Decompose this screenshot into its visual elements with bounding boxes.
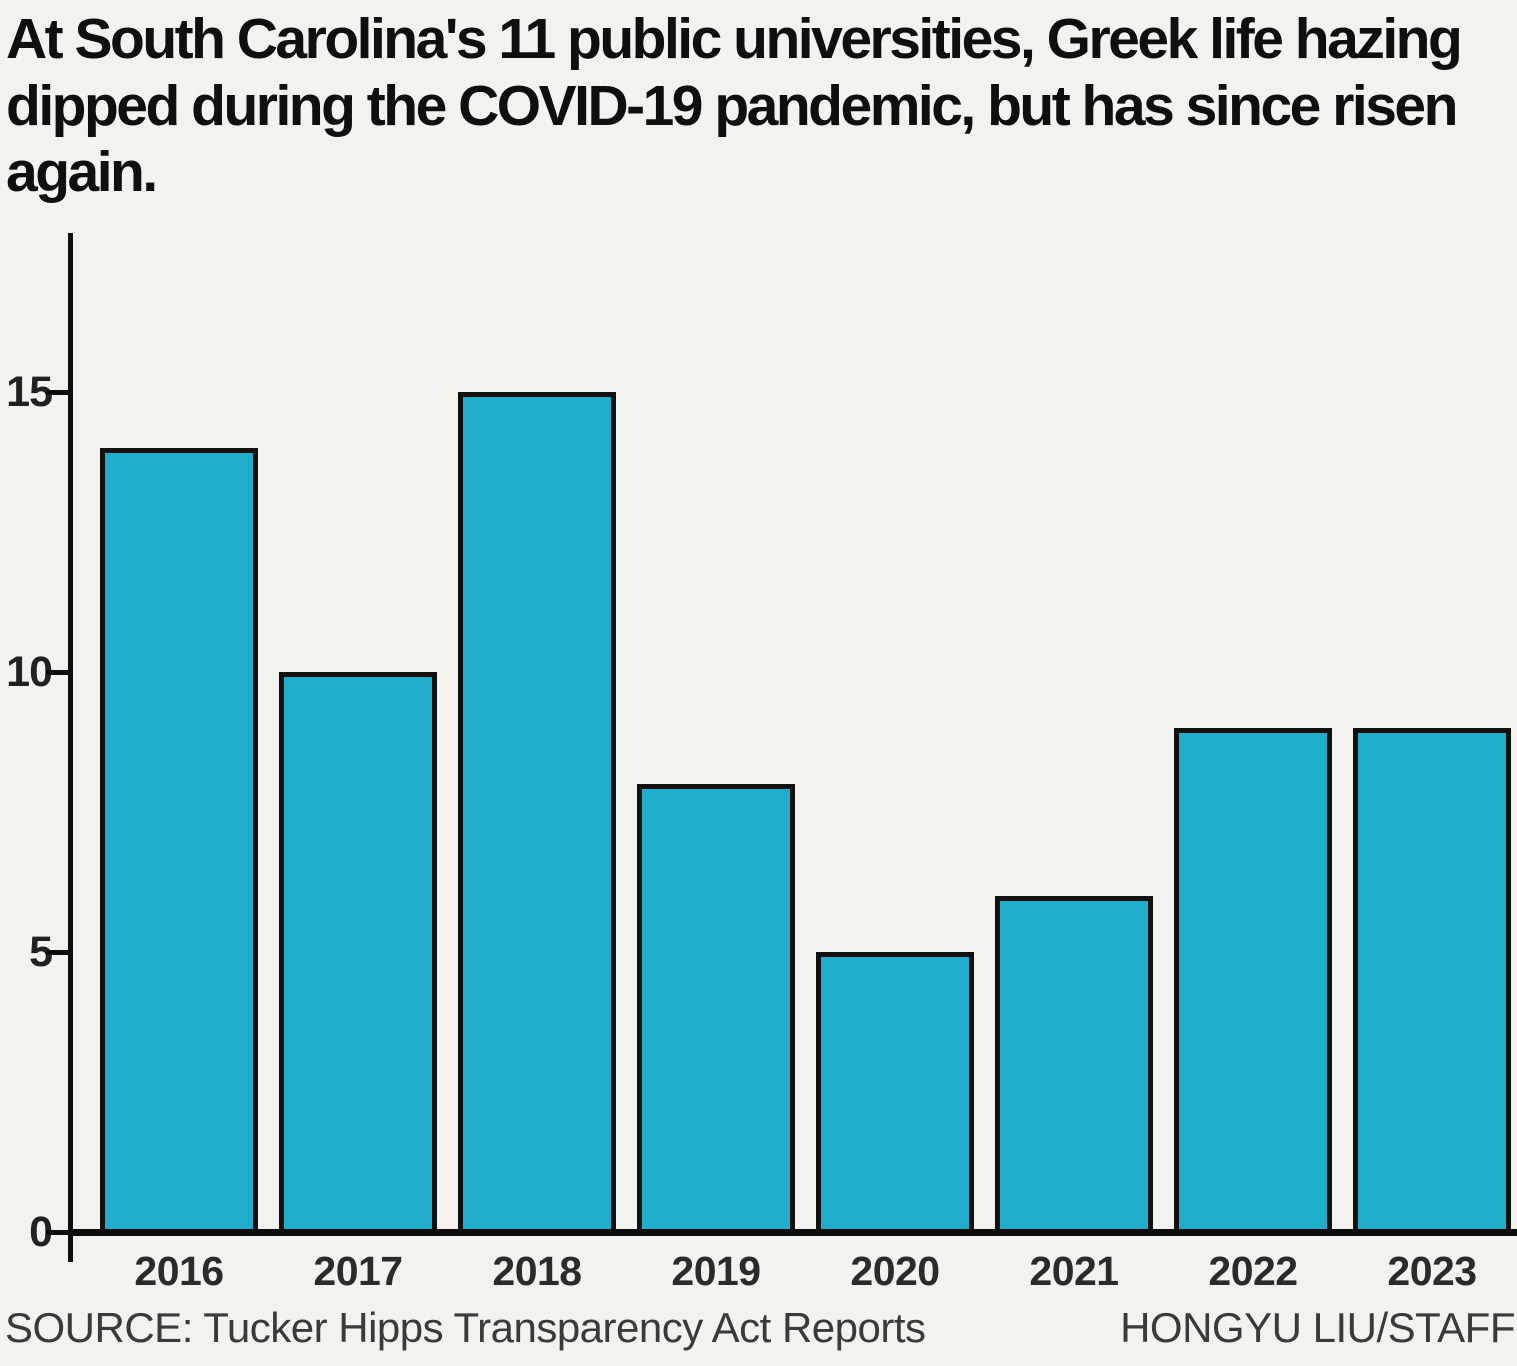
- bar-2021: [995, 896, 1153, 1232]
- y-tick-label-15: 15: [6, 368, 53, 416]
- bar-2020: [816, 952, 974, 1232]
- y-tick-label-5: 5: [29, 928, 53, 976]
- bar-2023: [1353, 728, 1511, 1232]
- x-tick-label-2018: 2018: [492, 1248, 582, 1294]
- x-tick-label-2022: 2022: [1208, 1248, 1298, 1294]
- y-tick-label-0: 0: [29, 1208, 53, 1256]
- x-tick-label-2020: 2020: [850, 1248, 940, 1294]
- footer: SOURCE: Tucker Hipps Transparency Act Re…: [5, 1303, 1515, 1353]
- credit-note: HONGYU LIU/STAFF: [1120, 1304, 1515, 1351]
- bar-2017: [279, 672, 437, 1232]
- x-tick-label-2019: 2019: [671, 1248, 761, 1294]
- x-tick-label-2017: 2017: [313, 1248, 403, 1294]
- bar-2022: [1174, 728, 1332, 1232]
- x-axis-line: [68, 1229, 1517, 1236]
- y-tick-label-10: 10: [6, 648, 53, 696]
- bar-2019: [637, 784, 795, 1232]
- x-tick-label-2021: 2021: [1029, 1248, 1119, 1294]
- x-tick-label-2016: 2016: [134, 1248, 224, 1294]
- y-tick-15: [46, 390, 68, 395]
- y-tick-5: [46, 950, 68, 955]
- y-tick-10: [46, 670, 68, 675]
- x-tick-label-2023: 2023: [1387, 1248, 1477, 1294]
- y-tick-0: [46, 1230, 68, 1235]
- source-note: SOURCE: Tucker Hipps Transparency Act Re…: [5, 1304, 926, 1351]
- chart-title: At South Carolina's 11 public universiti…: [6, 7, 1463, 205]
- bar-2016: [100, 448, 258, 1232]
- bar-2018: [458, 392, 616, 1232]
- y-axis-line: [68, 233, 73, 1262]
